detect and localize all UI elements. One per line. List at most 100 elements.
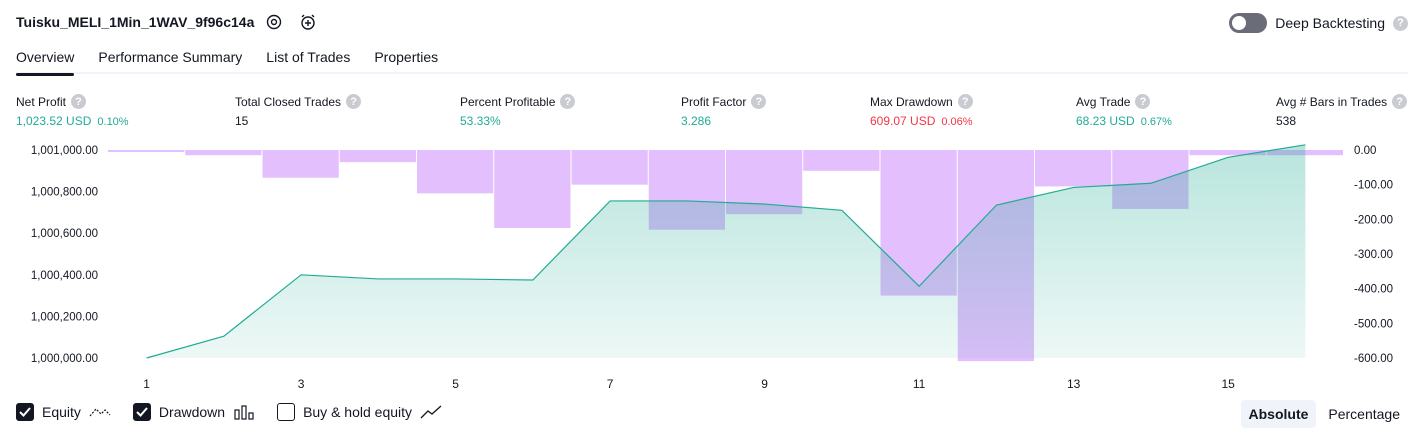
legend-equity[interactable]: Equity — [16, 403, 111, 421]
settings-button[interactable] — [264, 12, 284, 32]
gear-icon — [266, 14, 282, 30]
stat-label: Percent Profitable — [460, 94, 556, 109]
legend-buy-hold-equity[interactable]: Buy & hold equity — [277, 403, 442, 421]
checkmark-icon — [136, 407, 148, 417]
drawdown-bar — [1189, 150, 1266, 156]
stat-value: 3.286 — [681, 114, 712, 128]
stat-net-profit: Net Profit? 1,023.52 USD 0.10% — [16, 94, 129, 128]
tab-list-of-trades[interactable]: List of Trades — [266, 49, 351, 65]
absolute-button[interactable]: Absolute — [1240, 400, 1317, 428]
stat-label: Avg Trade — [1076, 94, 1131, 109]
stat-percent: 0.10% — [97, 116, 129, 128]
checkbox-checked[interactable] — [16, 403, 34, 421]
stat-avg-bars-in-trades: Avg # Bars in Trades? 538 — [1276, 94, 1408, 128]
checkbox-unchecked[interactable] — [277, 403, 296, 421]
x-tick-label: 9 — [761, 377, 768, 391]
help-icon[interactable]: ? — [1392, 94, 1408, 109]
stat-profit-factor: Profit Factor? 3.286 — [681, 94, 767, 128]
stat-label: Max Drawdown — [870, 94, 953, 109]
left-tick-label: 1,000,000.00 — [31, 353, 98, 365]
help-icon[interactable]: ? — [751, 94, 767, 109]
legend-label: Buy & hold equity — [303, 404, 413, 420]
stat-avg-trade: Avg Trade? 68.23 USD 0.67% — [1076, 94, 1172, 128]
x-tick-label: 13 — [1067, 377, 1081, 391]
stat-label: Net Profit — [16, 94, 67, 109]
stat-value: 1,023.52 USD — [16, 114, 92, 128]
tab-performance-summary[interactable]: Performance Summary — [98, 49, 243, 65]
checkbox-checked[interactable] — [132, 403, 151, 421]
equity-drawdown-chart: 1,001,000.00 1,000,800.00 1,000,600.00 1,00… — [31, 144, 1393, 391]
help-icon[interactable]: ? — [1393, 15, 1408, 31]
equity-area — [146, 144, 1306, 359]
deep-backtesting-toggle[interactable] — [1229, 13, 1268, 33]
right-tick-label: 0.00 — [1354, 145, 1376, 157]
stat-value: 68.23 USD — [1076, 114, 1135, 128]
tab-bar: Overview Performance Summary List of Tra… — [16, 42, 1408, 76]
stat-value: 53.33% — [460, 114, 501, 128]
add-alert-button[interactable] — [298, 12, 318, 32]
tab-properties[interactable]: Properties — [374, 49, 439, 65]
drawdown-bar — [494, 150, 571, 228]
equity-line-icon — [89, 408, 111, 417]
drawdown-bar — [108, 150, 185, 152]
drawdown-bar — [1035, 150, 1112, 187]
drawdown-bar — [339, 150, 416, 163]
stat-value: 15 — [235, 114, 249, 128]
left-tick-label: 1,000,600.00 — [31, 228, 98, 240]
x-axis: 1 3 5 7 9 11 13 15 — [143, 377, 1235, 391]
drawdown-bar — [417, 150, 494, 194]
help-icon[interactable]: ? — [1135, 94, 1151, 109]
left-tick-label: 1,001,000.00 — [31, 145, 98, 157]
strategy-title: Tuisku_MELI_1Min_1WAV_9f96c14a — [16, 14, 255, 30]
stat-value: 609.07 USD — [870, 114, 936, 128]
right-tick-label: -400.00 — [1354, 284, 1393, 296]
left-tick-label: 1,000,400.00 — [31, 270, 98, 282]
equity-fill — [146, 144, 1306, 358]
toggle-knob — [1232, 16, 1247, 30]
left-axis: 1,001,000.00 1,000,800.00 1,000,600.00 1,00… — [31, 145, 98, 365]
equity-line — [146, 144, 1306, 359]
legend-label: Drawdown — [158, 404, 226, 420]
stat-value: 538 — [1276, 114, 1297, 128]
right-tick-label: -300.00 — [1354, 249, 1393, 261]
stat-percent: 0.67% — [1140, 116, 1172, 128]
deep-backtesting-control: Deep Backtesting ? — [1229, 13, 1408, 33]
left-tick-label: 1,000,800.00 — [31, 187, 98, 199]
help-icon[interactable]: ? — [957, 94, 973, 109]
deep-backtesting-label: Deep Backtesting — [1275, 15, 1385, 31]
x-tick-label: 5 — [452, 377, 459, 391]
stat-max-drawdown: Max Drawdown? 609.07 USD 0.06% — [870, 94, 973, 128]
help-icon[interactable]: ? — [346, 94, 362, 109]
tab-overview[interactable]: Overview — [16, 42, 75, 76]
buy-hold-line-icon — [420, 405, 442, 419]
percentage-button[interactable]: Percentage — [1328, 406, 1400, 422]
help-icon[interactable]: ? — [71, 94, 87, 109]
right-tick-label: -600.00 — [1354, 353, 1393, 365]
chart-legend: Equity Drawdown Buy & hold equity — [16, 403, 464, 421]
x-tick-label: 11 — [913, 377, 926, 391]
drawdown-bar — [803, 150, 880, 171]
checkmark-icon — [19, 407, 31, 417]
left-tick-label: 1,000,200.00 — [31, 311, 98, 323]
right-tick-label: -500.00 — [1354, 318, 1393, 330]
x-tick-label: 15 — [1221, 377, 1235, 391]
scale-mode-toggle: Absolute Percentage — [1240, 400, 1409, 428]
x-tick-label: 7 — [607, 377, 614, 391]
right-tick-label: -200.00 — [1354, 214, 1393, 226]
help-icon[interactable]: ? — [560, 94, 576, 109]
drawdown-bars-icon — [234, 405, 254, 420]
drawdown-bar — [185, 150, 262, 156]
stat-percent-profitable: Percent Profitable? 53.33% — [460, 94, 576, 128]
alarm-plus-icon — [301, 14, 315, 30]
legend-label: Equity — [42, 404, 81, 420]
x-tick-label: 3 — [298, 377, 305, 391]
right-axis: 0.00 -100.00 -200.00 -300.00 -400.00 -500.00 -… — [1354, 145, 1393, 365]
stat-percent: 0.06% — [941, 116, 973, 128]
x-tick-label: 1 — [143, 377, 150, 391]
drawdown-bar — [571, 150, 648, 185]
right-tick-label: -100.00 — [1354, 180, 1393, 192]
stat-label: Total Closed Trades — [235, 94, 342, 109]
drawdown-bar — [262, 150, 339, 178]
stat-total-closed-trades: Total Closed Trades? 15 — [235, 94, 362, 128]
legend-drawdown[interactable]: Drawdown — [132, 403, 255, 421]
